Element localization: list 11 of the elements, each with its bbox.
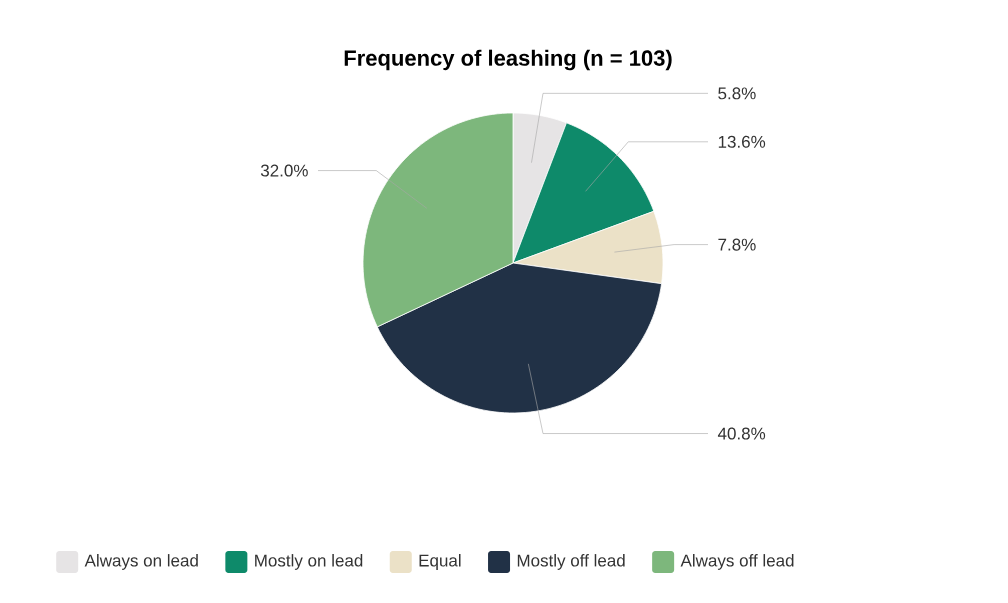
legend-label: Equal (419, 554, 461, 570)
data-label: 40.8% (717, 427, 766, 440)
legend-label: Always on lead (84, 554, 198, 570)
chart-title: Frequency of leashing (n = 103) (344, 49, 672, 71)
legend-label: Mostly off lead (517, 554, 625, 570)
legend-label: Mostly on lead (255, 554, 363, 570)
data-label: 5.8% (718, 87, 756, 100)
legend-label: Always off lead (680, 554, 794, 570)
data-label: 7.8% (718, 238, 756, 251)
data-label: 32.0% (260, 164, 308, 177)
data-label: 13.6% (718, 135, 766, 148)
